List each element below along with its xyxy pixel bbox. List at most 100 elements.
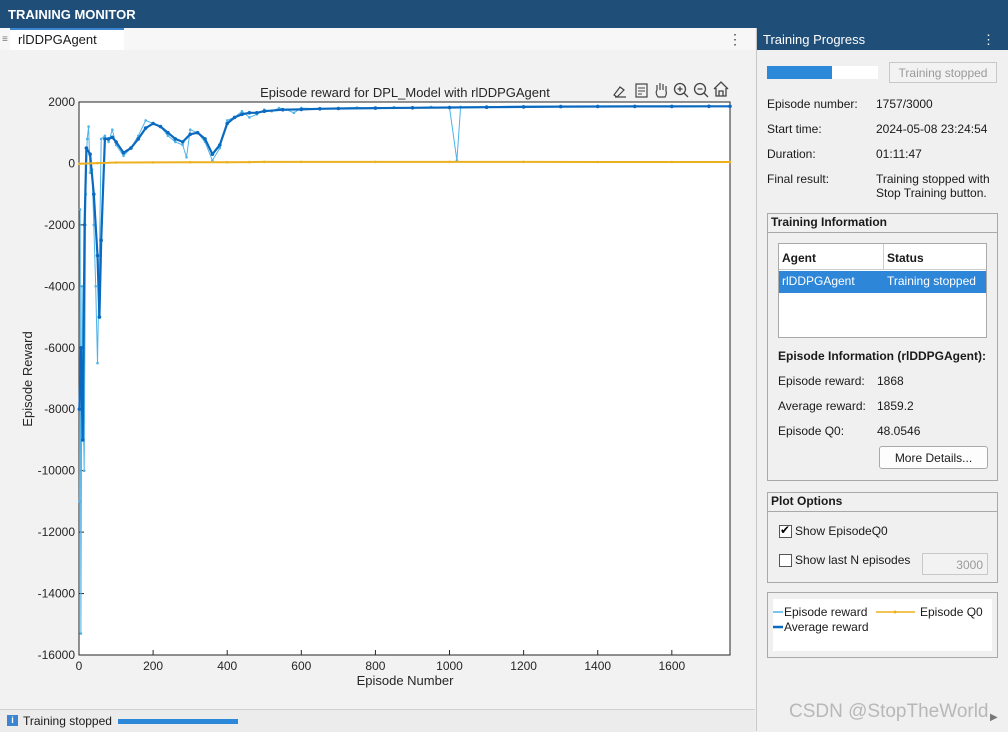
data-point (79, 632, 83, 635)
start-time-label: Start time: (767, 122, 822, 136)
y-tick-label: -2000 (44, 218, 75, 232)
x-tick-label: 1600 (658, 659, 685, 673)
x-tick-label: 800 (365, 659, 385, 673)
y-tick-label: -16000 (38, 648, 76, 662)
plot-options-panel: Plot Options Show EpisodeQ0 Show last N … (767, 492, 998, 583)
data-point (633, 104, 637, 109)
show-last-n-checkbox[interactable] (779, 554, 792, 567)
show-episode-q0-checkbox[interactable] (779, 523, 792, 538)
panel-menu-icon[interactable]: ⋮ (982, 32, 995, 47)
episode-q0-label: Episode Q0: (778, 424, 845, 438)
data-point (95, 253, 100, 258)
x-tick-label: 200 (143, 659, 163, 673)
data-point (92, 223, 96, 227)
start-time-value: 2024-05-08 23:24:54 (876, 122, 988, 136)
row-agent-cell: rlDDPGAgent (782, 274, 855, 288)
legend-swatches (773, 610, 915, 629)
data-point (225, 121, 229, 126)
data-point (103, 137, 107, 141)
episode-number-label: Episode number: (767, 97, 858, 111)
data-point (85, 137, 89, 141)
show-episode-q0-label[interactable]: Show EpisodeQ0 (795, 524, 888, 538)
data-point (195, 130, 200, 135)
final-result-value: Training stopped with (876, 172, 990, 186)
status-bar: i Training stopped (0, 709, 755, 732)
data-point (211, 159, 214, 162)
legend-panel: Episode reward Episode Q0 Average reward (767, 592, 998, 658)
data-point (80, 438, 85, 442)
row-status-cell: Training stopped (887, 274, 976, 288)
data-point (173, 137, 178, 141)
data-point (78, 500, 81, 503)
tab-menu-icon[interactable]: ⋮ (728, 31, 742, 47)
final-result-label: Final result: (767, 172, 830, 186)
export-icon[interactable] (613, 86, 626, 98)
zoom-out-icon[interactable] (693, 82, 709, 98)
data-point (82, 469, 86, 473)
chart-title: Episode reward for DPL_Model with rlDDPG… (260, 85, 550, 100)
show-last-n-label[interactable]: Show last N episodes (795, 553, 911, 567)
pan-icon[interactable] (655, 83, 667, 98)
data-point (158, 124, 163, 129)
x-tick-label: 400 (217, 659, 237, 673)
data-point (707, 104, 711, 109)
data-point (670, 160, 674, 164)
reward-chart[interactable]: Episode reward for DPL_Model with rlDDPG… (0, 50, 755, 709)
data-point (232, 115, 237, 120)
data-point (166, 130, 170, 135)
progress-header: Training Progress ⋮ (757, 28, 1008, 50)
home-icon[interactable] (713, 81, 729, 97)
data-point (484, 105, 489, 109)
table-row[interactable]: rlDDPGAgent Training stopped (779, 271, 986, 293)
col-agent-header[interactable]: Agent (779, 244, 884, 270)
agent-table: Agent Status rlDDPGAgent Training stoppe… (778, 243, 987, 338)
data-point (96, 161, 99, 165)
data-point (77, 407, 82, 412)
data-point (88, 152, 92, 156)
data-point (92, 192, 96, 196)
data-point (110, 135, 115, 140)
data-point (292, 111, 296, 115)
data-point (262, 109, 267, 113)
data-point (281, 107, 285, 112)
episode-q0-value: 48.0546 (877, 424, 921, 438)
data-point (247, 111, 252, 115)
legend-episode-reward: Episode reward (784, 605, 868, 619)
episode-information-title: Episode Information (rlDDPGAgent): (778, 349, 986, 363)
data-point (225, 119, 229, 122)
data-point (82, 223, 87, 227)
plot-container: Episode reward for DPL_Model with rlDDPG… (0, 50, 755, 709)
y-tick-label: 2000 (48, 95, 75, 109)
data-point (94, 285, 97, 288)
tab-grip-icon[interactable]: ≡ (2, 34, 8, 45)
average-reward-value: 1859.2 (877, 399, 914, 413)
y-tick-label: -14000 (38, 587, 76, 601)
data-point (107, 140, 110, 144)
data-point (166, 134, 170, 138)
data-point (188, 132, 192, 137)
data-point (188, 128, 192, 131)
data-tips-icon[interactable] (635, 83, 648, 98)
zoom-in-icon[interactable] (673, 82, 689, 98)
data-point (78, 162, 81, 166)
training-stopped-button[interactable]: Training stopped (889, 62, 997, 83)
episode-reward-value: 1868 (877, 374, 904, 388)
watermark-text: CSDN @StopTheWorld (789, 701, 989, 722)
training-information-panel: Training Information Agent Status rlDDPG… (767, 213, 998, 481)
data-point (129, 146, 133, 150)
data-point (240, 112, 244, 117)
data-point (374, 160, 377, 164)
data-point (240, 109, 244, 113)
tab-rlddpgagent[interactable]: rlDDPGAgent (10, 28, 124, 50)
col-status-header[interactable]: Status (884, 244, 986, 270)
last-n-episodes-input[interactable]: 3000 (922, 553, 988, 575)
data-point (84, 146, 89, 150)
data-point (143, 126, 148, 130)
tab-strip: ≡ rlDDPGAgent ⋮ (0, 28, 755, 51)
average-reward-label: Average reward: (778, 399, 866, 413)
data-point (728, 160, 732, 164)
resize-corner-icon[interactable]: ▶ (990, 712, 998, 723)
more-details-button[interactable]: More Details... (879, 446, 988, 469)
plot-document-area: ≡ rlDDPGAgent ⋮ Episode reward for DPL_M… (0, 28, 755, 709)
data-point (336, 106, 341, 111)
